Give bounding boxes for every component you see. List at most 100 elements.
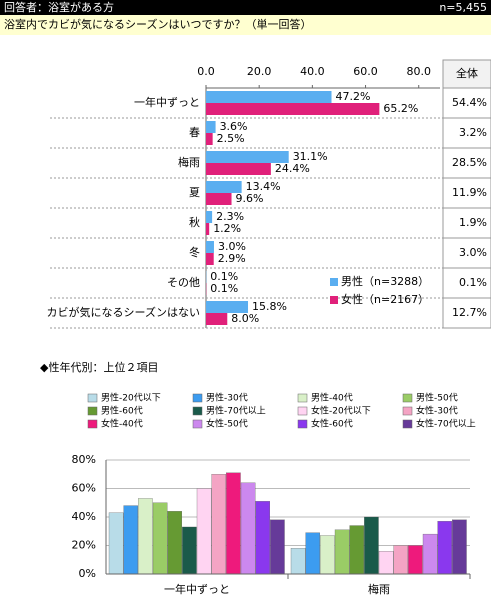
legend-swatch	[402, 406, 413, 416]
total-value: 11.9%	[452, 186, 487, 199]
section-title: ◆性年代別：上位２項目	[40, 360, 158, 374]
total-value: 12.7%	[452, 306, 487, 319]
legend-swatch	[192, 393, 203, 403]
value-label: 24.4%	[275, 162, 310, 175]
legend-swatch	[297, 393, 308, 403]
legend-swatch	[192, 419, 203, 429]
x-tick-label: 一年中ずっと	[164, 582, 230, 596]
x-tick-label: 梅雨	[368, 582, 390, 596]
bar	[138, 498, 153, 575]
value-label: 1.2%	[213, 222, 241, 235]
question: 浴室内でカビが気になるシーズンはいつですか？（単一回答）	[4, 17, 311, 31]
value-label: 31.1%	[293, 150, 328, 163]
total-value: 28.5%	[452, 156, 487, 169]
x-tick-label: 60.0	[353, 65, 378, 78]
value-label: 0.1%	[210, 270, 238, 283]
total-value: 3.0%	[459, 246, 487, 259]
bar	[364, 516, 379, 575]
bar	[206, 313, 228, 325]
bar	[206, 211, 213, 223]
bar	[206, 193, 232, 205]
bar	[270, 519, 285, 575]
legend-label: 男性（n=3288）	[341, 274, 429, 288]
total-cell	[442, 87, 491, 119]
header-bar	[0, 0, 491, 15]
legend-swatch	[402, 419, 413, 429]
y-tick-label: 80%	[72, 453, 96, 466]
bar	[305, 532, 320, 575]
x-tick-label: 40.0	[300, 65, 325, 78]
legend-label: 女性-70代以上	[416, 418, 476, 430]
legend-label: 女性-60代	[311, 418, 353, 430]
value-label: 2.5%	[217, 132, 245, 145]
sample-size: n=5,455	[439, 1, 487, 14]
total-cell	[442, 297, 491, 329]
legend-swatch	[297, 406, 308, 416]
legend-label: 女性-50代	[206, 418, 248, 430]
legend-label: 男性-20代以下	[101, 392, 161, 404]
value-label: 3.6%	[220, 120, 248, 133]
value-label: 13.4%	[246, 180, 281, 193]
bar	[206, 181, 242, 193]
legend-label: 男性-30代	[206, 392, 248, 404]
bar	[206, 121, 216, 133]
total-value: 1.9%	[459, 216, 487, 229]
legend-label: 女性-30代	[416, 405, 458, 417]
legend-swatch	[402, 393, 413, 403]
y-tick-label: 60%	[72, 482, 96, 495]
total-value: 3.2%	[459, 126, 487, 139]
value-label: 15.8%	[252, 300, 287, 313]
bar	[255, 501, 270, 575]
legend-label: 女性（n=2167）	[341, 292, 429, 306]
bar	[452, 519, 467, 575]
value-label: 3.0%	[218, 240, 246, 253]
bar	[206, 163, 271, 175]
bar	[334, 529, 350, 575]
bar	[206, 223, 210, 235]
legend-label: 男性-50代	[416, 392, 458, 404]
category-label: カビが気になるシーズンはない	[47, 305, 200, 319]
category-label: 一年中ずっと	[134, 95, 200, 109]
bar	[196, 488, 212, 575]
total-cell	[442, 147, 491, 179]
legend-swatch	[87, 406, 98, 416]
legend-label: 女性-20代以下	[311, 405, 371, 417]
bar	[378, 551, 394, 575]
legend-label: 男性-70代以上	[206, 405, 266, 417]
legend-swatch	[87, 393, 98, 403]
legend-label: 女性-40代	[101, 418, 143, 430]
total-header: 全体	[456, 66, 478, 80]
legend-swatch	[192, 406, 203, 416]
legend-swatch	[330, 278, 338, 286]
bar	[240, 482, 256, 575]
bar	[408, 545, 423, 575]
bar	[152, 502, 168, 575]
x-tick-label: 80.0	[406, 65, 431, 78]
bar	[393, 545, 408, 575]
y-tick-label: 40%	[72, 510, 96, 523]
bar	[206, 91, 332, 103]
bar	[437, 521, 452, 575]
category-label: その他	[167, 276, 200, 289]
total-value: 0.1%	[459, 276, 487, 289]
respondents: 回答者：浴室がある方	[4, 0, 114, 14]
bar	[320, 535, 335, 575]
value-label: 47.2%	[336, 90, 371, 103]
question-bar	[0, 15, 491, 35]
value-label: 8.0%	[231, 312, 259, 325]
legend-swatch	[330, 296, 338, 304]
category-label: 秋	[189, 215, 200, 229]
bar	[167, 511, 182, 575]
x-tick-label: 20.0	[247, 65, 272, 78]
legend-label: 男性-40代	[311, 392, 353, 404]
value-label: 65.2%	[383, 102, 418, 115]
value-label: 2.9%	[218, 252, 246, 265]
total-cell	[442, 117, 491, 149]
bar	[206, 241, 214, 253]
bar	[211, 474, 226, 575]
legend-swatch	[87, 419, 98, 429]
bar	[182, 526, 197, 575]
x-tick-label: 0.0	[197, 65, 215, 78]
value-label: 9.6%	[236, 192, 264, 205]
